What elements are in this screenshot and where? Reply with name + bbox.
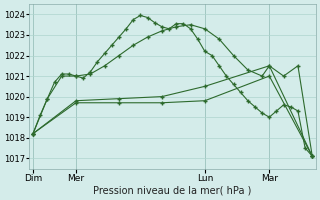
X-axis label: Pression niveau de la mer( hPa ): Pression niveau de la mer( hPa ) [93, 186, 252, 196]
